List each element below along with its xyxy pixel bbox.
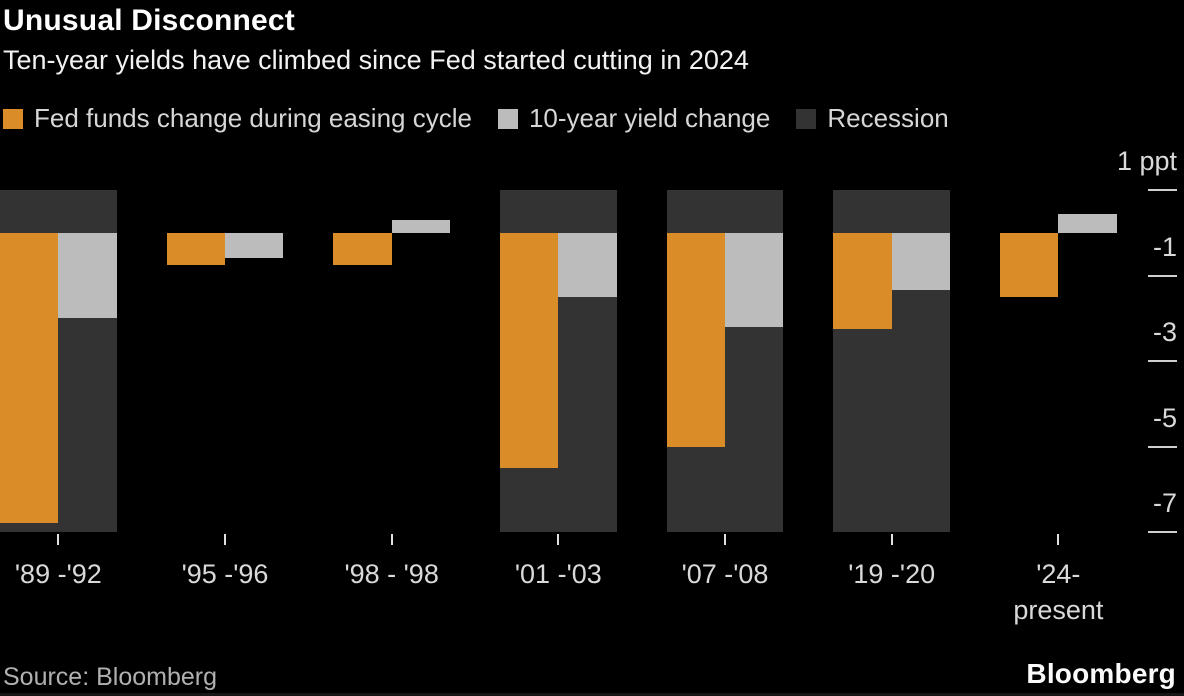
x-axis-tick: [57, 534, 60, 545]
fed-funds-swatch-icon: [3, 108, 23, 129]
x-axis-label: '89 -'92: [14, 559, 102, 589]
y-axis-tick: [1148, 360, 1177, 362]
y-axis-label: -7: [1152, 488, 1177, 518]
bar-fed-funds: [666, 232, 725, 447]
x-axis-tick: [224, 534, 226, 545]
x-axis-tick: [557, 534, 560, 545]
legend-label: 10-year yield change: [528, 103, 771, 133]
bar-fed-funds: [333, 232, 392, 265]
bar-fed-funds: [500, 232, 559, 468]
legend-item-recession: Recession: [796, 103, 949, 134]
chart-title: Unusual Disconnect: [3, 4, 295, 37]
bar-ten-year: [558, 232, 617, 297]
legend-item-ten-year: 10-year yield change: [497, 103, 771, 134]
y-axis-tick: [1148, 189, 1177, 191]
y-axis-tick: [1148, 531, 1177, 533]
x-axis-label: '19 -'20: [848, 559, 936, 589]
bottom-strip: [0, 693, 1184, 696]
x-axis-label: '07 -'08: [681, 559, 769, 589]
x-axis-tick: [390, 534, 393, 545]
legend-item-fed-funds: Fed funds change during easing cycle: [3, 103, 472, 134]
y-axis-label: 1 ppt: [1116, 146, 1177, 176]
x-axis-tick: [1057, 534, 1060, 545]
bar-fed-funds: [833, 232, 892, 329]
y-axis-tick: [1148, 274, 1177, 277]
y-axis-tick: [1148, 445, 1177, 448]
x-axis-label: '24- present: [1013, 559, 1104, 625]
chart-subtitle: Ten-year yields have climbed since Fed s…: [3, 45, 749, 75]
bar-fed-funds: [166, 232, 225, 265]
x-axis-label: '98 - '98: [344, 559, 439, 589]
bar-ten-year: [225, 232, 284, 259]
legend-label: Fed funds change during easing cycle: [34, 103, 472, 133]
y-axis-label: -1: [1152, 231, 1177, 262]
source-note: Source: Bloomberg: [3, 663, 218, 691]
bar-ten-year: [391, 219, 450, 233]
bar-fed-funds: [0, 232, 59, 524]
y-axis-label: -5: [1152, 402, 1177, 433]
x-axis-label: '95 -'96: [181, 559, 269, 589]
bar-ten-year: [1058, 213, 1117, 233]
bar-ten-year: [891, 232, 950, 291]
bar-fed-funds: [1000, 232, 1059, 297]
bloomberg-logo: Bloomberg: [1026, 658, 1176, 689]
legend-label: Recession: [827, 103, 949, 133]
recession-swatch-icon: [796, 108, 817, 129]
x-axis-label: '01 -'03: [514, 559, 602, 589]
chart-legend: Fed funds change during easing cycle 10-…: [3, 103, 949, 134]
y-axis-label: -3: [1152, 317, 1177, 347]
x-axis-tick: [890, 534, 893, 545]
bar-ten-year: [725, 232, 784, 327]
x-axis-tick: [724, 534, 726, 545]
bar-ten-year: [58, 232, 117, 319]
ten-year-swatch-icon: [497, 108, 518, 129]
